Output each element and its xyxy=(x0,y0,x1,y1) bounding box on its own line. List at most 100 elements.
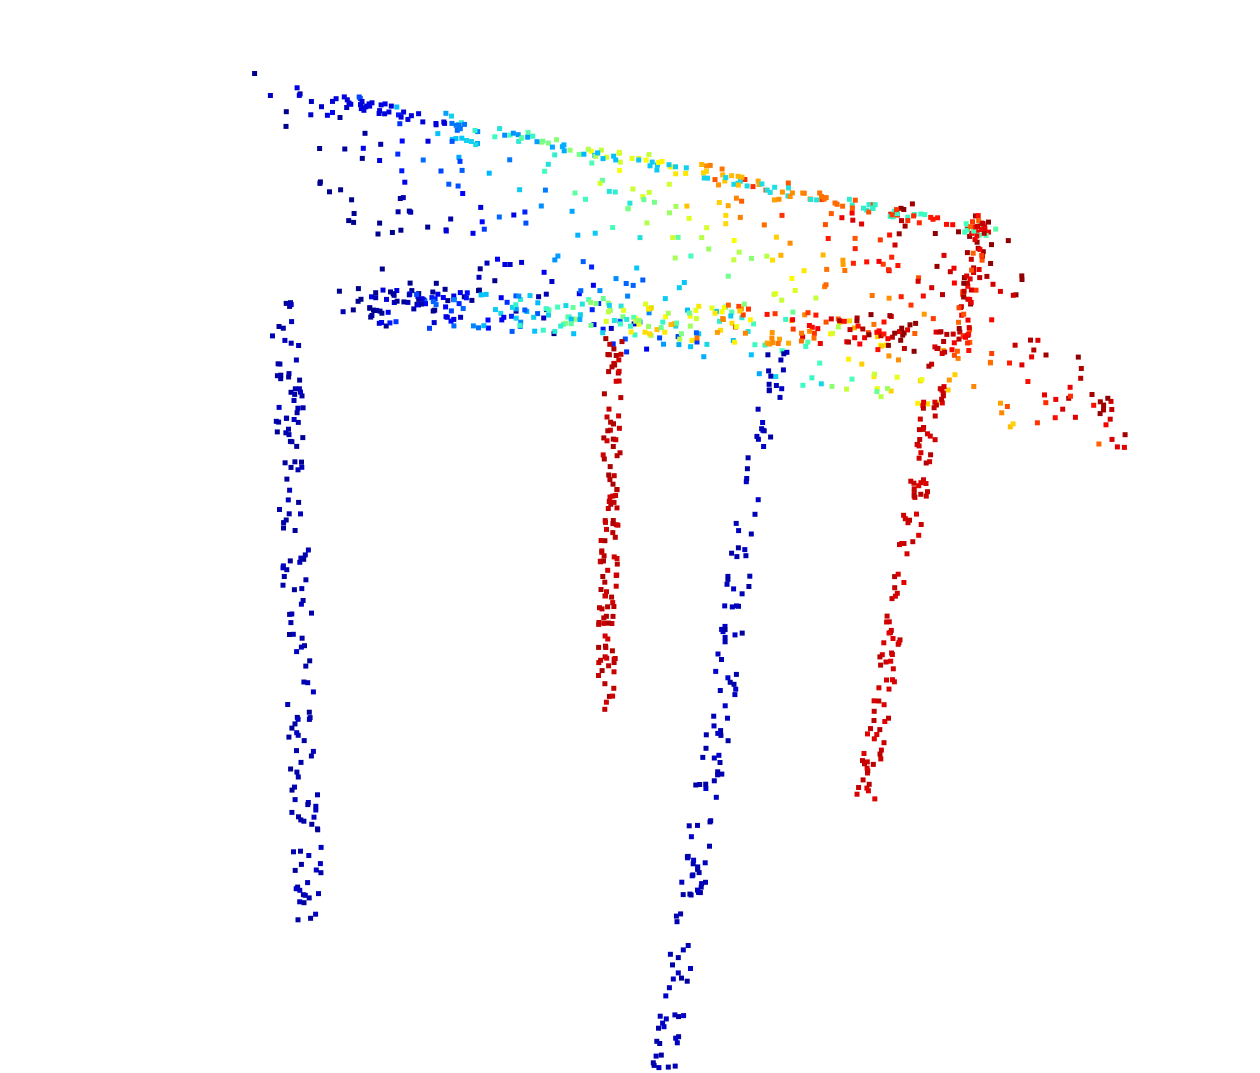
cloud-point xyxy=(558,323,564,329)
cloud-point xyxy=(532,328,538,334)
cloud-point xyxy=(636,321,642,327)
cloud-point xyxy=(546,307,552,313)
cloud-point xyxy=(646,152,652,158)
cloud-point xyxy=(734,554,740,560)
cloud-point xyxy=(286,432,292,438)
cloud-point xyxy=(605,604,611,610)
cloud-point xyxy=(989,351,995,356)
cloud-point xyxy=(614,561,620,567)
cloud-point xyxy=(614,487,620,492)
cloud-point xyxy=(661,341,666,347)
cloud-point xyxy=(324,112,330,118)
cloud-point xyxy=(280,325,286,331)
cloud-point xyxy=(745,455,751,461)
cloud-point xyxy=(300,405,306,411)
cloud-point xyxy=(501,314,507,320)
cloud-point xyxy=(612,189,618,195)
cloud-point xyxy=(606,663,612,669)
cloud-point xyxy=(770,257,775,263)
cloud-point xyxy=(755,497,761,503)
cloud-point xyxy=(1101,402,1107,408)
cloud-point xyxy=(617,159,623,165)
cloud-point xyxy=(318,844,324,850)
cloud-point xyxy=(688,344,694,350)
cloud-point xyxy=(748,352,754,358)
cloud-point xyxy=(588,322,594,328)
cloud-point xyxy=(660,1020,666,1026)
cloud-point xyxy=(716,752,722,758)
cloud-point xyxy=(977,275,983,281)
cloud-point xyxy=(860,777,866,783)
cloud-point xyxy=(595,150,601,156)
cloud-point xyxy=(643,301,649,307)
cloud-point xyxy=(346,218,352,224)
cloud-point xyxy=(375,231,381,237)
cloud-point xyxy=(297,887,303,893)
cloud-point xyxy=(414,291,420,297)
cloud-point xyxy=(928,452,934,458)
cloud-point xyxy=(310,748,316,754)
cloud-point xyxy=(649,159,655,165)
cloud-point xyxy=(388,289,393,295)
cloud-point xyxy=(513,293,519,299)
cloud-point xyxy=(908,478,914,484)
cloud-point xyxy=(817,341,823,346)
cloud-point xyxy=(764,340,770,346)
cloud-point xyxy=(737,214,743,220)
cloud-point xyxy=(522,307,528,313)
cloud-point xyxy=(351,211,357,216)
cloud-point xyxy=(979,227,984,232)
cloud-point xyxy=(419,296,425,302)
cloud-point xyxy=(282,337,288,343)
cloud-point xyxy=(666,162,672,168)
cloud-point xyxy=(572,316,578,322)
cloud-point xyxy=(290,631,296,637)
cloud-point xyxy=(923,481,929,486)
cloud-point xyxy=(646,189,652,195)
cloud-point xyxy=(606,369,612,375)
cloud-point xyxy=(717,318,722,324)
cloud-point xyxy=(846,356,852,362)
cloud-point xyxy=(317,179,323,185)
cloud-point xyxy=(766,381,772,387)
cloud-point xyxy=(283,430,289,436)
cloud-point xyxy=(519,135,525,141)
cloud-point xyxy=(358,102,363,108)
cloud-point xyxy=(596,644,602,650)
cloud-point xyxy=(720,172,726,178)
cloud-point xyxy=(610,481,616,487)
cloud-point xyxy=(719,309,725,315)
cloud-point xyxy=(925,489,930,495)
cloud-point xyxy=(866,332,872,338)
cloud-point xyxy=(601,620,607,626)
cloud-point xyxy=(519,259,525,265)
cloud-point xyxy=(577,312,583,318)
cloud-point xyxy=(294,85,300,91)
cloud-point xyxy=(561,148,567,154)
cloud-point xyxy=(878,662,884,668)
cloud-point xyxy=(252,71,258,76)
cloud-point xyxy=(395,209,401,215)
cloud-point xyxy=(901,541,907,546)
cloud-point xyxy=(944,221,949,227)
cloud-point xyxy=(670,962,675,968)
cloud-point xyxy=(315,827,321,833)
cloud-point xyxy=(298,601,304,607)
cloud-point xyxy=(606,693,612,699)
cloud-point xyxy=(311,814,317,820)
cloud-point xyxy=(292,528,298,533)
cloud-point xyxy=(814,197,820,203)
cloud-point xyxy=(697,782,703,787)
cloud-point xyxy=(603,645,609,650)
cloud-point xyxy=(663,314,669,320)
cloud-point xyxy=(981,230,987,236)
cloud-point xyxy=(613,522,619,528)
cloud-point xyxy=(386,109,392,115)
cloud-point xyxy=(507,132,513,138)
cloud-point xyxy=(888,388,894,394)
cloud-point xyxy=(516,293,522,299)
cloud-point xyxy=(606,188,612,194)
cloud-point xyxy=(736,249,742,255)
cloud-point xyxy=(610,693,616,699)
cloud-point xyxy=(378,141,384,147)
